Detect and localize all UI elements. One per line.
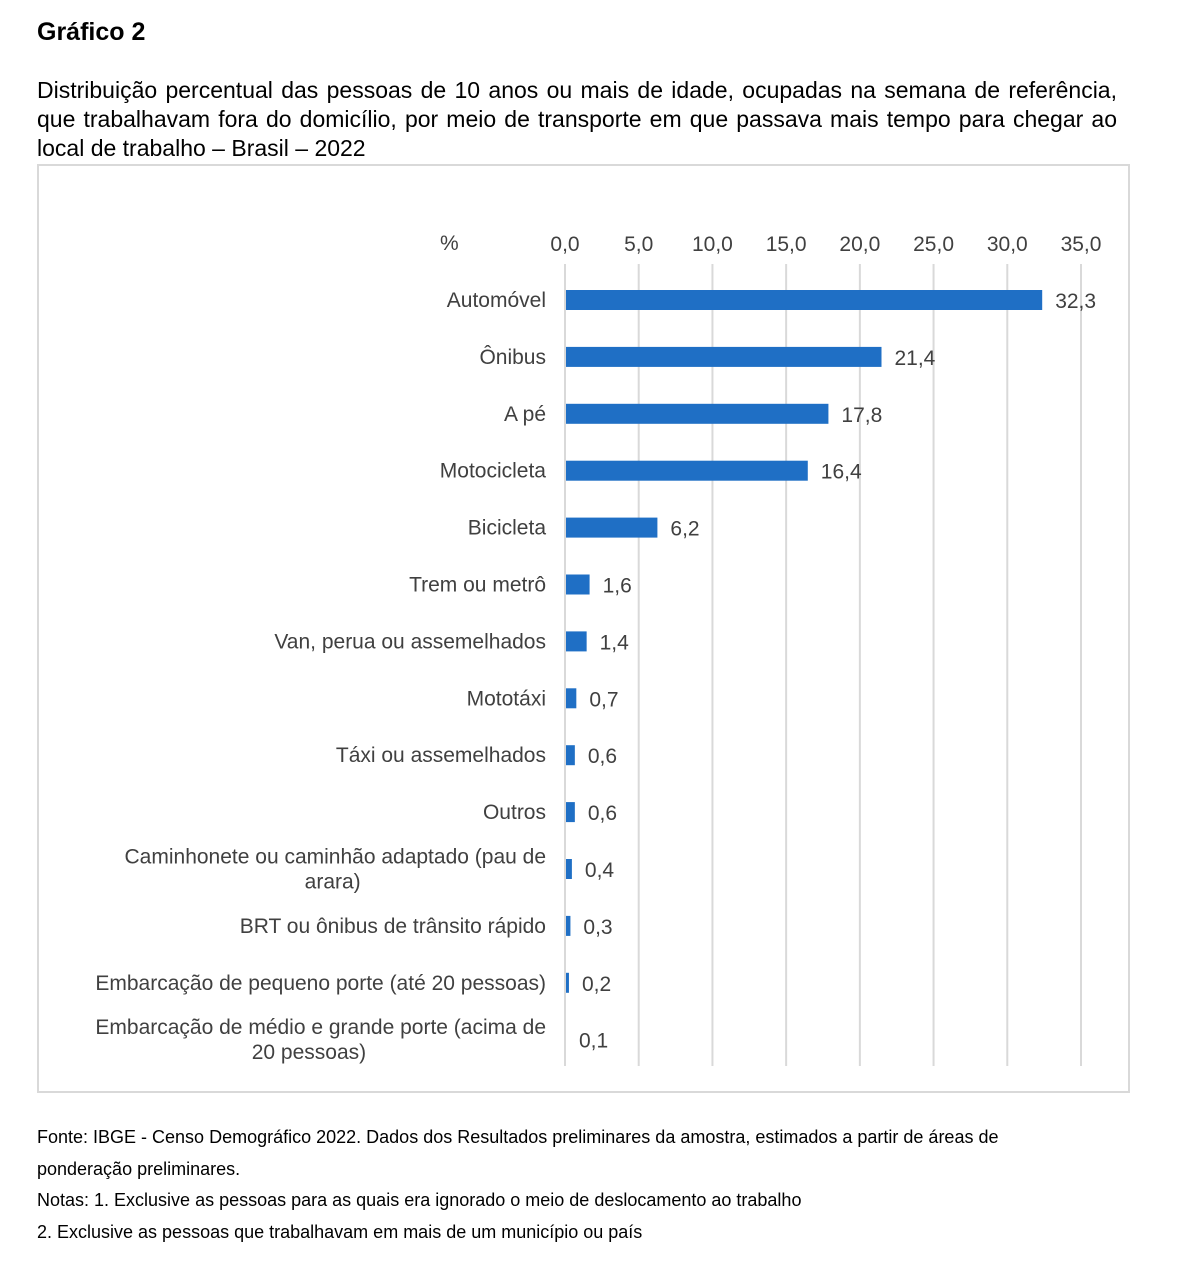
- value-label: 0,3: [583, 916, 612, 939]
- value-label: 1,4: [600, 631, 630, 654]
- bar: [566, 346, 882, 367]
- footnotes: Fonte: IBGE - Censo Demográfico 2022. Da…: [37, 1122, 1137, 1248]
- bar: [566, 915, 571, 936]
- note-1: Notas: 1. Exclusive as pessoas para as q…: [37, 1190, 802, 1210]
- bar: [566, 802, 575, 823]
- bar: [566, 972, 569, 993]
- category-label: Automóvel: [447, 289, 546, 312]
- value-label: 32,3: [1055, 290, 1096, 313]
- source-note-line2: ponderação preliminares.: [37, 1158, 241, 1179]
- x-tick-label: 20,0: [839, 233, 880, 256]
- value-label: 17,8: [841, 404, 882, 427]
- bar: [566, 859, 572, 879]
- x-tick-label: 35,0: [1061, 233, 1102, 256]
- value-label: 1,6: [603, 575, 632, 598]
- category-label: Bicicleta: [468, 517, 547, 540]
- category-label: arara): [305, 871, 361, 894]
- category-label: Ônibus: [479, 346, 546, 369]
- value-label: 0,6: [588, 745, 617, 768]
- value-label: 0,1: [579, 1030, 608, 1053]
- source-note-line1: Fonte: IBGE - Censo Demográfico 2022. Da…: [37, 1127, 999, 1147]
- category-label: Van, perua ou assemelhados: [274, 630, 546, 653]
- category-label: BRT ou ônibus de trânsito rápido: [240, 915, 546, 938]
- bar: [566, 745, 575, 766]
- value-label: 6,2: [670, 518, 699, 541]
- category-label: Táxi ou assemelhados: [336, 744, 546, 767]
- value-label: 16,4: [821, 461, 862, 484]
- x-tick-label: 30,0: [987, 233, 1028, 256]
- category-label: 20 pessoas): [252, 1041, 366, 1064]
- x-axis-unit-label: %: [440, 232, 459, 255]
- category-label: A pé: [504, 403, 546, 426]
- bar: [566, 403, 829, 424]
- value-label: 21,4: [894, 347, 935, 370]
- value-label: 0,2: [582, 973, 611, 996]
- x-axis-ticks: % 0,0 5,0 10,0 15,0 20,0 25,0 30,0 35,0: [440, 232, 1101, 256]
- value-label: 0,4: [585, 859, 615, 882]
- figure-title: Distribuição percentual das pessoas de 1…: [37, 77, 1117, 161]
- chart-frame: [37, 164, 1130, 1093]
- bar: [566, 290, 1043, 310]
- category-label: Motocicleta: [440, 460, 547, 483]
- figure-label: Gráfico 2: [37, 18, 146, 46]
- x-tick-label: 0,0: [550, 233, 579, 256]
- category-label: Outros: [483, 801, 546, 824]
- category-label: Trem ou metrô: [409, 574, 546, 597]
- x-tick-label: 15,0: [766, 233, 807, 256]
- gridlines: [564, 264, 1082, 1066]
- x-tick-label: 5,0: [624, 233, 653, 256]
- value-label: 0,6: [588, 802, 617, 825]
- value-labels: 32,3 21,4 17,8 16,4 6,2 1,6 1,4 0,7 0,6 0,6 0,4 0,3…: [579, 290, 1096, 1053]
- bars: [566, 290, 1043, 993]
- category-label: Embarcação de médio e grande porte (acim…: [95, 1016, 546, 1039]
- x-tick-label: 10,0: [692, 233, 733, 256]
- value-label: 0,7: [589, 688, 618, 711]
- bar: [566, 688, 577, 709]
- category-label: Caminhonete ou caminhão adaptado (pau de: [125, 846, 546, 869]
- category-labels: Automóvel Ônibus A pé Motocicleta Bicicleta T…: [95, 289, 546, 1064]
- category-label: Mototáxi: [467, 687, 546, 710]
- bar: [566, 517, 658, 538]
- x-tick-label: 25,0: [913, 233, 954, 256]
- note-2: 2. Exclusive as pessoas que trabalhavam …: [37, 1221, 643, 1242]
- bar: [566, 460, 808, 481]
- bar: [566, 631, 587, 652]
- category-label: Embarcação de pequeno porte (até 20 pess…: [95, 972, 546, 995]
- bar: [566, 574, 590, 595]
